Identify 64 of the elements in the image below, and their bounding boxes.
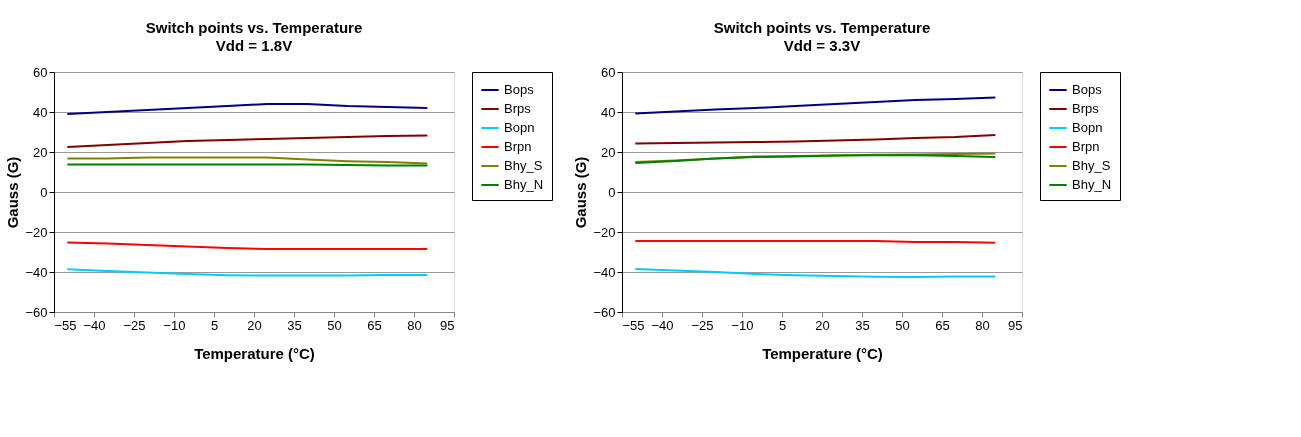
x-tick-label: −55 [622,317,645,333]
y-axis-title: Gauss (G) [4,156,22,229]
y-tick-label: −20 [593,224,616,240]
legend-label: Bops [504,82,535,97]
chart-title: Switch points vs. Temperature [145,19,363,36]
y-tick-label: 0 [608,184,616,200]
x-tick-label: −40 [651,317,674,333]
legend-label: Bhy_N [1072,177,1112,192]
legend-label: Bopn [1072,120,1103,135]
x-tick-label: 5 [210,317,219,333]
x-tick-label: 80 [975,317,990,333]
line-series [66,156,429,165]
legend-label: Bhy_N [504,177,544,192]
legend-label: Brpn [504,139,532,154]
chart-subtitle: Vdd = 1.8V [215,37,293,54]
line-series [66,241,429,250]
x-tick-label: 35 [287,317,302,333]
y-tick-label: 40 [33,104,48,120]
y-tick-label: 60 [33,64,48,80]
x-tick-label: −25 [123,317,146,333]
x-tick-label: 95 [1008,317,1023,333]
line-series [634,268,997,278]
x-tick-label: 65 [367,317,382,333]
legend-label: Bhy_S [504,158,543,173]
x-tick-label: 65 [935,317,950,333]
x-tick-label: 20 [247,317,262,333]
y-tick-label: 60 [601,64,616,80]
x-tick-label: −55 [54,317,77,333]
x-tick-label: 80 [407,317,422,333]
x-tick-label: 5 [778,317,787,333]
x-tick-label: 20 [815,317,830,333]
legend-label: Brps [504,101,532,116]
chart-title: Switch points vs. Temperature [713,19,931,36]
x-tick-label: 95 [440,317,455,333]
line-series [634,134,997,145]
x-axis-title: Temperature (°C) [762,344,883,362]
x-tick-label: −10 [731,317,754,333]
x-axis-title: Temperature (°C) [194,344,315,362]
y-axis-title: Gauss (G) [572,156,590,229]
legend-label: Brpn [1072,139,1100,154]
line-series [66,134,429,148]
chart-subtitle: Vdd = 3.3V [783,37,861,54]
x-tick-label: 50 [327,317,342,333]
legend-label: Bopn [504,120,535,135]
x-tick-label: −10 [163,317,186,333]
y-tick-label: 0 [40,184,48,200]
legend-label: Bops [1072,82,1103,97]
legend-label: Brps [1072,101,1100,116]
y-tick-label: 20 [601,144,616,160]
y-tick-label: −60 [593,304,616,320]
line-series [634,96,997,115]
x-tick-label: 35 [855,317,870,333]
line-series [66,268,429,277]
y-tick-label: −40 [593,264,616,280]
x-tick-label: 50 [895,317,910,333]
y-tick-label: 20 [33,144,48,160]
line-series [66,103,429,115]
x-tick-label: −25 [691,317,714,333]
y-tick-label: 40 [601,104,616,120]
y-tick-label: −60 [25,304,48,320]
legend-label: Bhy_S [1072,158,1111,173]
y-tick-label: −40 [25,264,48,280]
x-tick-label: −40 [83,317,106,333]
y-tick-label: −20 [25,224,48,240]
